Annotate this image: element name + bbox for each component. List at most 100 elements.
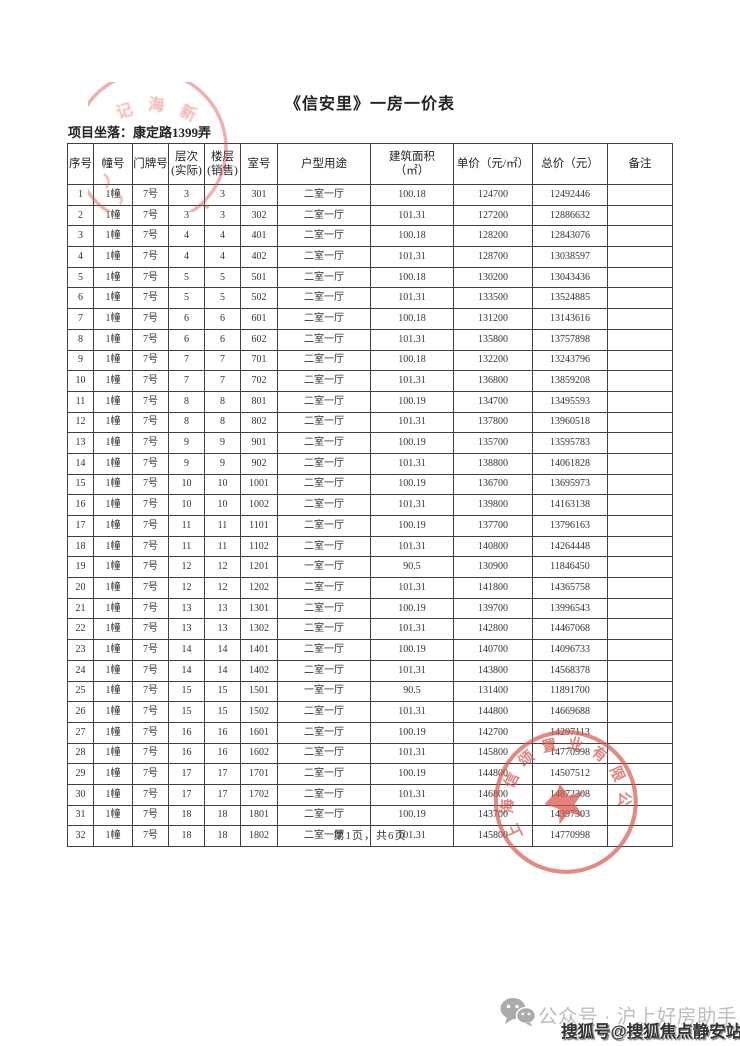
table-cell: 702: [240, 370, 278, 392]
table-cell: 1302: [240, 618, 278, 641]
table-cell: 二室一厅: [277, 515, 371, 537]
table-row: 8 1幢 7号 6 6 602 二室一厅 101.31 135800 13757898: [67, 328, 673, 351]
table-cell: 139700: [453, 597, 533, 620]
table-cell: 13996543: [532, 597, 608, 620]
table-cell: 1702: [240, 783, 278, 806]
table-cell: 901: [240, 432, 278, 454]
table-cell: 1幢: [93, 701, 133, 723]
table-cell: 1幢: [93, 432, 133, 454]
table-cell: [607, 515, 673, 537]
table-cell: 602: [240, 328, 278, 351]
table-cell: [607, 473, 673, 496]
table-cell: 100.19: [370, 721, 454, 744]
table-cell: 1201: [240, 556, 278, 579]
table-cell: 502: [240, 287, 278, 310]
table-cell: [607, 577, 673, 599]
table-cell: 13595783: [532, 432, 608, 454]
table-cell: 3: [67, 225, 94, 248]
table-row: 16 1幢 7号 10 10 1002 二室一厅 101.31 139800 14163138: [67, 494, 673, 516]
table-cell: 127200: [453, 204, 533, 227]
table-cell: 701: [240, 349, 278, 372]
table-cell: 7号: [132, 535, 169, 558]
table-cell: 1601: [240, 721, 278, 744]
table-cell: 12843076: [532, 225, 608, 248]
table-cell: 18: [204, 804, 241, 827]
table-cell: 1幢: [93, 515, 133, 537]
table-cell: 29: [67, 763, 94, 785]
table-cell: 23: [67, 639, 94, 661]
table-cell: 9: [204, 432, 241, 454]
table-cell: 二室一厅: [277, 721, 371, 744]
table-cell: 11: [204, 535, 241, 558]
table-cell: 7号: [132, 246, 169, 268]
table-cell: 1幢: [93, 535, 133, 558]
table-row: 4 1幢 7号 4 4 402 二室一厅 101.31 128700 13038597: [67, 246, 673, 268]
table-cell: 1幢: [93, 184, 133, 206]
table-cell: 二室一厅: [277, 328, 371, 351]
table-cell: 二室一厅: [277, 266, 371, 289]
table-cell: 14061828: [532, 452, 608, 475]
table-cell: 12: [168, 556, 205, 579]
table-cell: 13038597: [532, 246, 608, 268]
table-cell: 7号: [132, 328, 169, 351]
table-cell: 14163138: [532, 494, 608, 516]
table-row: 1 1幢 7号 3 3 301 二室一厅 100.18 124700 12492446: [67, 184, 673, 206]
table-cell: 16: [67, 494, 94, 516]
table-cell: 100.19: [370, 515, 454, 537]
table-cell: 25: [67, 680, 94, 703]
table-header-cell: 单价（元/㎡）: [453, 143, 533, 185]
table-cell: 28: [67, 742, 94, 765]
table-cell: [607, 701, 673, 723]
table-cell: 7号: [132, 680, 169, 703]
table-cell: 二室一厅: [277, 618, 371, 641]
table-cell: 10: [168, 494, 205, 516]
table-cell: [607, 204, 673, 227]
table-cell: 二室一厅: [277, 349, 371, 372]
table-cell: 12492446: [532, 184, 608, 206]
table-cell: 144800: [453, 763, 533, 785]
table-cell: [607, 763, 673, 785]
table-cell: 9: [168, 452, 205, 475]
table-row: 10 1幢 7号 7 7 702 二室一厅 101.31 136800 13859208: [67, 370, 673, 392]
table-row: 30 1幢 7号 17 17 1702 二室一厅 101.31 146800 14872308: [67, 783, 673, 806]
table-cell: 26: [67, 701, 94, 723]
table-cell: 1幢: [93, 783, 133, 806]
table-cell: 7号: [132, 597, 169, 620]
table-cell: 2: [67, 204, 94, 227]
table-cell: 7: [204, 349, 241, 372]
table-cell: 144800: [453, 701, 533, 723]
table-cell: 1幢: [93, 204, 133, 227]
table-cell: 12: [204, 556, 241, 579]
table-cell: 21: [67, 597, 94, 620]
table-cell: 13: [204, 618, 241, 641]
table-cell: 136800: [453, 370, 533, 392]
table-cell: 100.19: [370, 639, 454, 661]
table-cell: [607, 308, 673, 330]
table-cell: 101.31: [370, 618, 454, 641]
table-row: 15 1幢 7号 10 10 1001 二室一厅 100.19 136700 13695973: [67, 473, 673, 496]
table-cell: 101.31: [370, 452, 454, 475]
table-cell: 14297113: [532, 721, 608, 744]
table-cell: 137700: [453, 515, 533, 537]
page-number-footer: 第1页，共6页: [333, 830, 407, 842]
table-cell: 16: [168, 721, 205, 744]
table-cell: 二室一厅: [277, 308, 371, 330]
table-cell: 7号: [132, 308, 169, 330]
table-cell: 7号: [132, 184, 169, 206]
table-cell: 100.19: [370, 597, 454, 620]
table-cell: 100.18: [370, 266, 454, 289]
table-cell: 一室一厅: [277, 556, 371, 579]
table-cell: 3: [168, 184, 205, 206]
table-cell: 7: [67, 308, 94, 330]
table-row: 9 1幢 7号 7 7 701 二室一厅 100.18 132200 13243796: [67, 349, 673, 372]
table-cell: 10: [204, 473, 241, 496]
table-cell: 5: [168, 287, 205, 310]
table-cell: 二室一厅: [277, 225, 371, 248]
table-cell: [607, 452, 673, 475]
table-row: 22 1幢 7号 13 13 1302 二室一厅 101.31 142800 14467068: [67, 618, 673, 641]
table-header-cell: 总价（元）: [532, 143, 608, 185]
table-cell: 7号: [132, 577, 169, 599]
table-cell: [607, 659, 673, 682]
table-cell: 30: [67, 783, 94, 806]
table-cell: 9: [204, 452, 241, 475]
